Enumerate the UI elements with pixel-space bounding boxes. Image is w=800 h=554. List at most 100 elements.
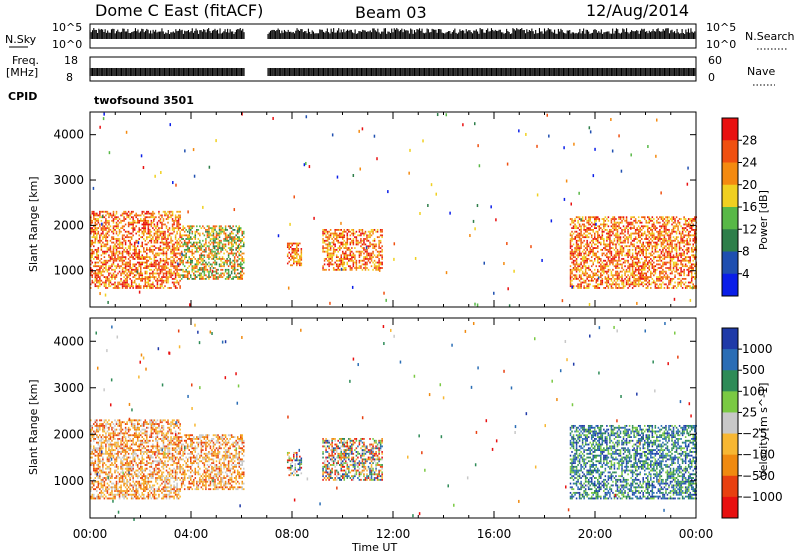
echo-cell [194,241,197,244]
echo-cell [205,268,207,271]
echo-cell [343,229,346,231]
echo-cell [575,245,578,248]
echo-cell [601,252,604,255]
echo-cell [634,238,637,240]
echo-cell [143,277,145,280]
echo-cell [141,245,144,248]
echo-cell [149,247,151,249]
echo-cell [642,241,644,244]
echo-cell [155,225,157,228]
echo-cell [121,245,124,248]
echo-cell [115,232,118,235]
echo-cell [179,274,181,277]
echo-cell [232,263,234,266]
echo-cell [639,283,641,286]
echo-cell [355,265,358,268]
echo-cell [197,232,200,235]
echo-cell [94,256,97,259]
echo-cell [143,229,145,231]
echo-cell [200,254,203,257]
echo-cell [236,259,239,262]
echo-cell [593,274,596,277]
echo-cell [609,268,611,271]
echo-cell [215,238,218,240]
echo-cell [144,277,147,280]
beam-label: Beam 03 [355,3,427,22]
echo-cell [331,263,333,266]
echo-cell [343,247,346,249]
echo-cell [174,241,177,244]
echo-cell [633,239,635,242]
echo-cell [167,236,169,239]
echo-cell [218,236,221,239]
echo-cell [179,232,181,235]
echo-cell [326,252,329,255]
echo-cell [174,261,177,264]
echo-cell [361,232,364,235]
echo-cell [194,274,197,277]
echo-cell [625,283,628,286]
echo-cell [323,239,326,242]
echo-cell [630,258,632,260]
echo-cell [606,236,608,239]
echo-cell [569,281,572,284]
echo-cell [589,229,591,231]
echo-cell [215,232,218,235]
echo-cell [177,218,180,220]
echo-cell [170,270,172,273]
echo-cell [621,241,623,244]
echo-cell [604,270,607,273]
echo-cell [135,268,137,271]
echo-cell [335,256,338,259]
echo-cell [289,258,292,261]
echo-cell [194,265,197,268]
echo-cell [587,227,590,229]
echo-cell [627,254,629,257]
echo-cell [601,223,604,226]
echo-cell [94,261,97,264]
echo-cell [243,243,245,246]
echo-cell [634,218,637,220]
echo-cell [299,242,301,245]
echo-cell [349,267,352,269]
echo-cell [583,265,585,268]
echo-cell [659,274,661,277]
echo-cell [235,254,237,257]
echo-cell [343,261,346,264]
echo-cell [624,239,626,242]
echo-cell [91,270,94,273]
echo-cell [659,277,661,280]
echo-cell [179,216,181,219]
echo-cell [355,261,358,264]
echo-cell [180,229,183,231]
echo-cell [653,227,655,229]
echo-cell [346,229,349,231]
echo-cell [188,241,190,244]
echo-cell [218,241,221,244]
freq-label-line1: Freq. [12,54,39,67]
echo-cell [593,268,596,271]
echo-cell [189,241,192,244]
echo-cell [191,254,194,257]
echo-cell [91,212,94,215]
echo-cell [648,239,651,242]
echo-cell [618,221,620,224]
echo-cell [241,259,244,262]
echo-cell [622,225,625,228]
echo-cell [239,274,242,277]
echo-cell [615,223,617,226]
echo-cell [139,258,142,260]
echo-cell [363,259,365,262]
echo-cell [141,232,144,235]
echo-cell [325,258,327,260]
echo-cell [170,214,172,217]
echo-cell [329,261,332,264]
echo-cell [322,268,324,271]
echo-cell [296,262,298,265]
echo-cell [124,210,127,213]
echo-cell [603,238,605,240]
echo-cell [132,258,134,260]
echo-cell [111,283,113,286]
echo-cell [636,258,638,260]
echo-cell [331,254,333,257]
